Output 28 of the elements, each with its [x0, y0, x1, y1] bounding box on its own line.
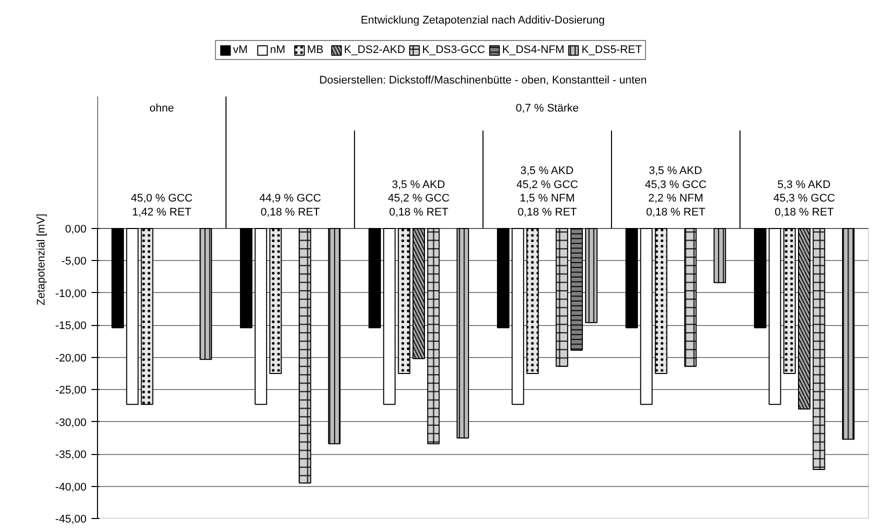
legend-label: K_DS3-GCC — [422, 44, 486, 56]
y-axis-title: Zetapotenzial [mV] — [35, 214, 48, 306]
y-tick-label: 0,00 — [65, 224, 87, 236]
legend-label: K_DS5-RET — [581, 44, 642, 56]
x-tick-label: 3,5 % AKD 45,3 % GCC 2,2 % NFM 0,18 % RET — [644, 165, 707, 218]
legend-label: vM — [233, 44, 249, 56]
y-tick-label: -10,00 — [55, 288, 87, 300]
text: 0,7 % Stärke — [516, 102, 579, 114]
y-tick-label: -15,00 — [55, 320, 87, 332]
x-tick-label: 5,3 % AKD 45,3 % GCC 0,18 % RET — [773, 178, 836, 218]
x-tick-label: 3,5 % AKD 45,2 % GCC 0,18 % RET — [388, 178, 450, 218]
y-tick-label: -30,00 — [55, 416, 87, 429]
y-tick-label: -5,00 — [61, 256, 87, 268]
y-tick-label: -25,00 — [55, 384, 87, 397]
y-tick-label: -40,00 — [55, 481, 87, 494]
legend-label: K_DS2-AKD — [344, 44, 406, 56]
x-tick-label: 45,0 % GCC 1,42 % RET — [130, 192, 193, 218]
text: ohne — [150, 102, 174, 114]
y-tick-label: -35,00 — [55, 449, 87, 462]
legend-label: K_DS4-NFM — [502, 44, 564, 56]
y-tick-label: -20,00 — [55, 352, 87, 364]
chart-title: Entwicklung Zetapotenzial nach Additiv-Dosierung — [360, 14, 605, 26]
legend-label: MB — [307, 44, 324, 56]
x-tick-label: 44,9 % GCC 0,18 % RET — [259, 192, 322, 218]
x-tick-label: 3,5 % AKD 45,2 % GCC 1,5 % NFM 0,18 % RET — [516, 165, 578, 218]
legend-label: nM — [270, 44, 286, 56]
text: Dosierstellen: Dickstoff/Maschinenbütte - oben, Konstantteil - unten — [319, 74, 647, 86]
y-tick-label: -45,00 — [55, 514, 87, 526]
